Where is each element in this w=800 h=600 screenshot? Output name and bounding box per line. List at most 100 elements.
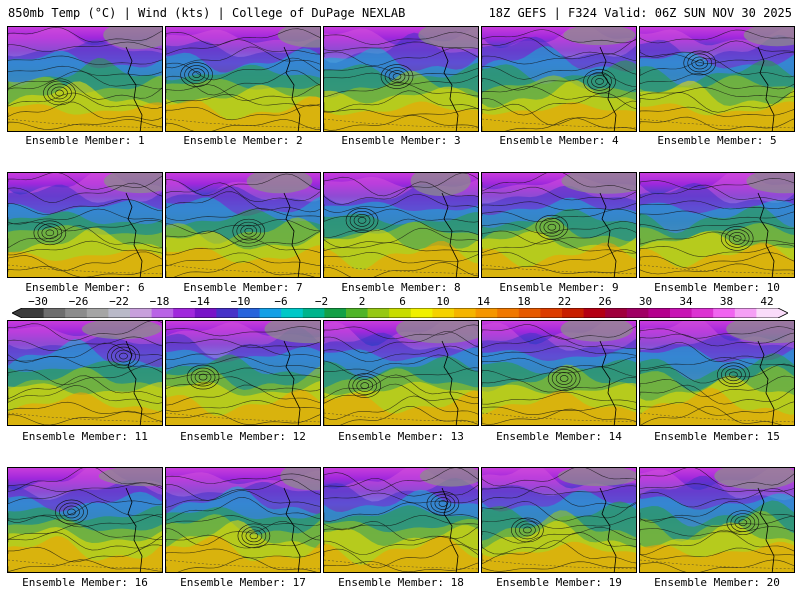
colorbar-tick-label: −18 <box>149 295 170 308</box>
colorbar-swatch <box>626 308 649 318</box>
ensemble-map-panel <box>481 467 637 573</box>
colorbar-tick-label: 26 <box>598 295 612 308</box>
colorbar-swatch <box>324 308 347 318</box>
colorbar-swatch <box>302 308 325 318</box>
ensemble-member-label: Ensemble Member: 10 <box>654 281 780 294</box>
colorbar-swatch <box>216 308 239 318</box>
ensemble-map-panel <box>323 320 479 426</box>
ensemble-member-label: Ensemble Member: 11 <box>22 430 148 443</box>
colorbar-tick-label: 10 <box>436 295 450 308</box>
colorbar-swatch <box>691 308 714 318</box>
ensemble-map-panel <box>323 467 479 573</box>
ensemble-member-label: Ensemble Member: 16 <box>22 576 148 589</box>
ensemble-member-label: Ensemble Member: 8 <box>341 281 461 294</box>
ensemble-member-label: Ensemble Member: 6 <box>25 281 145 294</box>
ensemble-map-panel <box>639 320 795 426</box>
colorbar-tick-label: 34 <box>679 295 693 308</box>
colorbar-swatch <box>454 308 477 318</box>
colorbar-swatch <box>583 308 606 318</box>
colorbar-swatch <box>108 308 131 318</box>
ensemble-member-label: Ensemble Member: 2 <box>183 134 303 147</box>
colorbar-tick-label: 18 <box>517 295 531 308</box>
ensemble-map-panel <box>165 320 321 426</box>
ensemble-member-label: Ensemble Member: 18 <box>338 576 464 589</box>
ensemble-member-label: Ensemble Member: 9 <box>499 281 619 294</box>
ensemble-member-label: Ensemble Member: 15 <box>654 430 780 443</box>
colorbar-tick-label: 38 <box>719 295 734 308</box>
colorbar-swatch <box>367 308 390 318</box>
colorbar-swatch <box>497 308 520 318</box>
ensemble-map-panel <box>7 26 163 132</box>
map-title: 850mb Temp (°C) | Wind (kts) | College o… <box>8 6 406 20</box>
colorbar-tick-label: −6 <box>274 295 288 308</box>
temperature-colorbar <box>12 308 788 318</box>
ensemble-member-label: Ensemble Member: 19 <box>496 576 622 589</box>
ensemble-map-panel <box>481 26 637 132</box>
colorbar-swatch <box>518 308 541 318</box>
colorbar-swatch <box>173 308 196 318</box>
colorbar-swatch <box>432 308 455 318</box>
colorbar-swatch <box>734 308 757 318</box>
colorbar-swatch <box>151 308 174 318</box>
colorbar-tick-label: 6 <box>399 295 406 308</box>
ensemble-map-panel <box>7 320 163 426</box>
ensemble-map-panel <box>481 320 637 426</box>
ensemble-map-panel <box>165 26 321 132</box>
ensemble-map-panel <box>7 172 163 278</box>
ensemble-map-panel <box>165 172 321 278</box>
colorbar-arrow-left <box>12 308 22 318</box>
ensemble-map-panel <box>481 172 637 278</box>
ensemble-map-panel <box>639 172 795 278</box>
colorbar-swatch <box>86 308 109 318</box>
ensemble-member-label: Ensemble Member: 4 <box>499 134 619 147</box>
ensemble-member-label: Ensemble Member: 7 <box>183 281 303 294</box>
colorbar-arrow-right <box>778 308 788 318</box>
colorbar-tick-label: 30 <box>638 295 653 308</box>
ensemble-member-label: Ensemble Member: 17 <box>180 576 306 589</box>
colorbar-swatch <box>756 308 779 318</box>
colorbar-swatch <box>43 308 66 318</box>
colorbar-swatch <box>713 308 736 318</box>
colorbar-tick-label: −22 <box>109 295 129 308</box>
ensemble-member-label: Ensemble Member: 12 <box>180 430 306 443</box>
ensemble-map-panel <box>639 26 795 132</box>
colorbar-swatch <box>670 308 693 318</box>
colorbar-swatch <box>605 308 628 318</box>
colorbar-tick-label: 22 <box>557 295 572 308</box>
ensemble-map-panel <box>7 467 163 573</box>
colorbar-swatch <box>259 308 282 318</box>
colorbar-tick-label: 14 <box>476 295 491 308</box>
colorbar-tick-label: −30 <box>28 295 48 308</box>
colorbar-swatch <box>648 308 671 318</box>
colorbar-swatch <box>130 308 153 318</box>
colorbar-labels: −30 −26 −22 −18 −14 −10 −6 −2 2 6 10 14 18 22 26 30 34 38… <box>0 296 800 309</box>
colorbar-swatch <box>346 308 369 318</box>
colorbar-tick-label: −14 <box>190 295 210 308</box>
colorbar-tick-label: 42 <box>760 295 774 308</box>
colorbar-tick-label: −26 <box>68 295 89 308</box>
ensemble-map-panel <box>165 467 321 573</box>
colorbar-swatch <box>540 308 563 318</box>
colorbar-swatch <box>281 308 304 318</box>
ensemble-map-panel <box>639 467 795 573</box>
colorbar-swatch <box>65 308 88 318</box>
ensemble-member-label: Ensemble Member: 20 <box>654 576 780 589</box>
ensemble-member-label: Ensemble Member: 5 <box>657 134 777 147</box>
colorbar-swatch <box>194 308 217 318</box>
colorbar-swatch <box>238 308 261 318</box>
colorbar-swatch <box>22 308 45 318</box>
colorbar-tick-label: −10 <box>230 295 251 308</box>
ensemble-map-panel <box>323 26 479 132</box>
ensemble-member-label: Ensemble Member: 14 <box>496 430 622 443</box>
ensemble-member-label: Ensemble Member: 1 <box>25 134 145 147</box>
colorbar-swatch <box>562 308 585 318</box>
run-info: 18Z GEFS | F324 Valid: 06Z SUN NOV 30 20… <box>488 6 792 20</box>
colorbar-tick-label: −2 <box>314 295 329 308</box>
colorbar-swatch <box>389 308 412 318</box>
colorbar-tick-label: 2 <box>358 295 366 308</box>
ensemble-member-label: Ensemble Member: 3 <box>341 134 461 147</box>
colorbar-swatch <box>475 308 498 318</box>
ensemble-member-label: Ensemble Member: 13 <box>338 430 464 443</box>
ensemble-map-panel <box>323 172 479 278</box>
colorbar-swatch <box>410 308 433 318</box>
